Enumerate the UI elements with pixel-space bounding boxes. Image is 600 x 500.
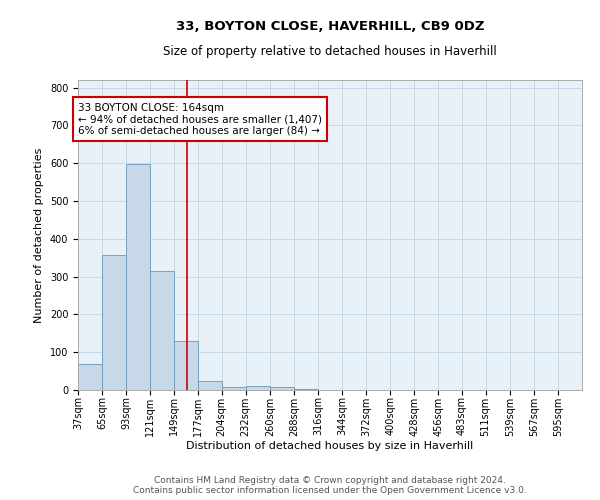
Bar xyxy=(175,341,199,390)
Text: 33, BOYTON CLOSE, HAVERHILL, CB9 0DZ: 33, BOYTON CLOSE, HAVERHILL, CB9 0DZ xyxy=(176,20,484,33)
Text: 33 BOYTON CLOSE: 164sqm
← 94% of detached houses are smaller (1,407)
6% of semi-: 33 BOYTON CLOSE: 164sqm ← 94% of detache… xyxy=(78,102,322,136)
Y-axis label: Number of detached properties: Number of detached properties xyxy=(34,148,44,322)
X-axis label: Distribution of detached houses by size in Haverhill: Distribution of detached houses by size … xyxy=(187,441,473,451)
Text: Contains HM Land Registry data © Crown copyright and database right 2024.
Contai: Contains HM Land Registry data © Crown c… xyxy=(133,476,527,495)
Bar xyxy=(126,164,150,390)
Bar xyxy=(102,254,126,390)
Bar xyxy=(294,389,318,390)
Bar xyxy=(246,386,270,390)
Bar xyxy=(199,380,223,390)
Bar xyxy=(221,388,246,390)
Text: Size of property relative to detached houses in Haverhill: Size of property relative to detached ho… xyxy=(163,45,497,58)
Bar xyxy=(270,388,294,390)
Bar xyxy=(78,364,102,390)
Bar xyxy=(150,271,175,390)
